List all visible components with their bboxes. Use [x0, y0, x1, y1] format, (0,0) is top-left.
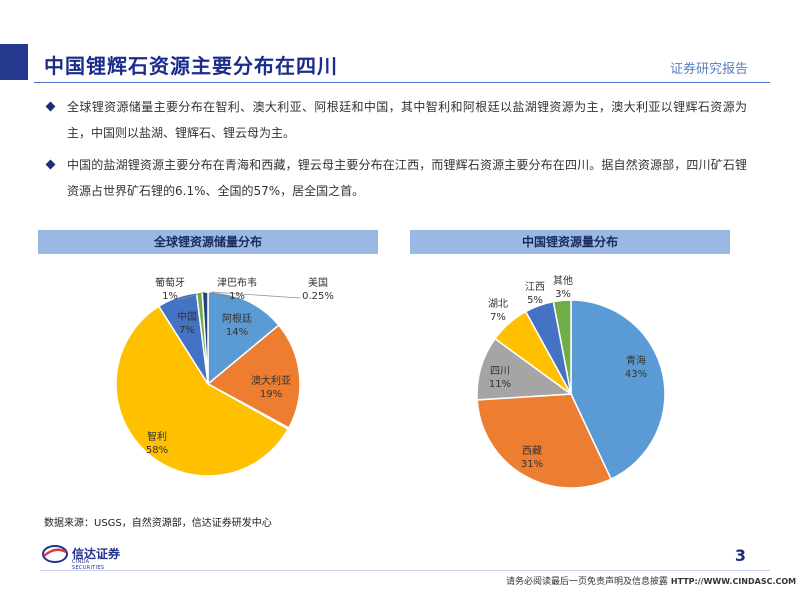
- slice-value-1-2: 19%: [260, 389, 282, 400]
- chart-title-china: 中国锂资源量分布: [410, 230, 730, 254]
- leader-line-1-1: [211, 291, 301, 299]
- page-title: 中国锂辉石资源主要分布在四川: [44, 54, 338, 78]
- title-divider: [34, 82, 770, 83]
- disclaimer-label: 请务必阅读最后一页免责声明及信息披露: [506, 577, 669, 587]
- slice-label-2-1: 青海: [626, 354, 646, 367]
- slice-label-2-2: 西藏: [522, 445, 542, 457]
- slice-value-2-6: 3%: [555, 289, 571, 300]
- company-logo: 信达证券 CINDA SECURITIES: [42, 542, 122, 571]
- report-type-label: 证券研究报告: [669, 62, 748, 77]
- slice-value-1-4: 58%: [146, 445, 168, 456]
- slice-label-1-1: 阿根廷: [222, 312, 252, 325]
- slice-label-1-2: 澳大利亚: [251, 374, 291, 387]
- pie-slice-2-3: [476, 337, 574, 401]
- leader-line-1-2: [209, 291, 241, 301]
- slice-label-2-5: 江西: [525, 281, 545, 293]
- title-accent-bar: [0, 44, 28, 80]
- slice-value-1-1: 14%: [226, 327, 248, 338]
- slice-label-1-3: 美国: [308, 276, 328, 289]
- pie-slice-2-6: [552, 299, 572, 395]
- company-name: 信达证券: [72, 547, 121, 561]
- slice-value-1-5: 7%: [179, 325, 195, 336]
- bullet-point-2: 中国的盐湖锂资源主要分布在青海和西藏，锂云母主要分布在江西，而锂辉石资源主要分布…: [45, 152, 747, 204]
- disclaimer-text: 请务必阅读最后一页免责声明及信息披露 HTTP://WWW.CINDASC.CO…: [506, 574, 796, 587]
- slice-label-2-4: 湖北: [488, 298, 508, 310]
- bullet-point-1: 全球锂资源储量主要分布在智利、澳大利亚、阿根廷和中国，其中智利和阿根廷以盐湖锂资…: [45, 94, 747, 146]
- leader-line-1-3: [177, 291, 206, 301]
- pie-slice-1-4: [115, 305, 290, 477]
- slice-label-2-6: 其他: [553, 274, 573, 287]
- page-number: 3: [734, 546, 746, 565]
- slice-value-1-7: 1%: [229, 291, 245, 302]
- website-link[interactable]: HTTP://WWW.CINDASC.COM: [670, 577, 797, 586]
- data-source-note: 数据来源：USGS，自然资源部，信达证券研发中心: [44, 518, 272, 529]
- pie-slice-1-2: [206, 324, 301, 429]
- slice-label-2-3: 四川: [490, 366, 510, 377]
- company-name-en: CINDA SECURITIES: [72, 559, 105, 571]
- footer-divider: [40, 570, 770, 571]
- slice-value-2-3: 11%: [489, 379, 511, 390]
- slice-label-1-7: 津巴布韦: [217, 277, 257, 289]
- logo-swoosh-icon: [42, 545, 68, 563]
- bullet-text-1: 全球锂资源储量主要分布在智利、澳大利亚、阿根廷和中国，其中智利和阿根廷以盐湖锂资…: [67, 100, 747, 140]
- slice-value-2-2: 31%: [521, 459, 543, 470]
- slice-value-1-3: 0.25%: [302, 291, 334, 302]
- slice-label-1-5: 中国: [177, 310, 197, 323]
- slice-value-2-1: 43%: [625, 369, 647, 380]
- bullet-text-2: 中国的盐湖锂资源主要分布在青海和西藏，锂云母主要分布在江西，而锂辉石资源主要分布…: [67, 158, 747, 198]
- pie-slice-1-7: [201, 291, 209, 385]
- slice-value-2-5: 5%: [527, 295, 543, 306]
- slice-label-1-6: 葡萄牙: [155, 276, 185, 289]
- pie-slice-2-1: [570, 299, 666, 481]
- slice-value-2-4: 7%: [490, 312, 506, 323]
- slice-value-1-6: 1%: [162, 291, 178, 302]
- pie-slice-2-2: [476, 393, 613, 489]
- slice-label-1-4: 智利: [147, 430, 167, 443]
- chart-title-global: 全球锂资源储量分布: [38, 230, 378, 254]
